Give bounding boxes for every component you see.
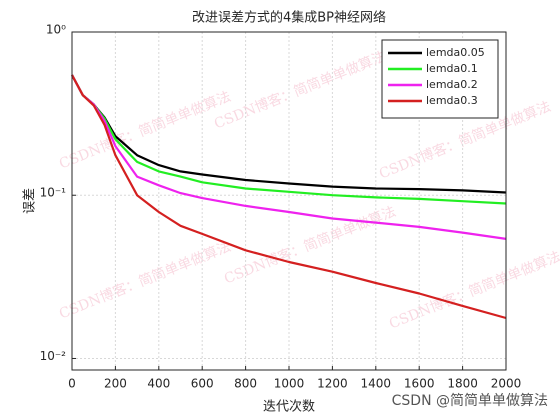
legend-label: lemda0.05 bbox=[426, 46, 485, 59]
x-tick-label: 2000 bbox=[491, 377, 522, 391]
x-tick-label: 1400 bbox=[361, 377, 392, 391]
x-tick-label: 600 bbox=[191, 377, 214, 391]
x-tick-label: 0 bbox=[68, 377, 76, 391]
x-tick-label: 400 bbox=[147, 377, 170, 391]
y-tick-label: 10⁰ bbox=[46, 23, 66, 37]
legend-label: lemda0.1 bbox=[426, 62, 478, 75]
credit: CSDN @简简单单做算法 bbox=[392, 392, 548, 409]
y-axis-label: 误差 bbox=[23, 188, 38, 214]
line bbox=[71, 74, 507, 320]
legend-label: lemda0.2 bbox=[426, 78, 478, 91]
axes-box bbox=[71, 31, 507, 371]
y-tick-label: 10⁻¹ bbox=[40, 186, 67, 200]
line bbox=[71, 74, 507, 240]
x-tick-label: 800 bbox=[234, 377, 257, 391]
legend-label: lemda0.3 bbox=[426, 94, 478, 107]
x-axis-label: 迭代次数 bbox=[263, 399, 315, 415]
y-tick-label: 10⁻² bbox=[40, 349, 67, 363]
x-tick-label: 1800 bbox=[447, 377, 478, 391]
x-tick-label: 200 bbox=[104, 377, 127, 391]
x-tick-label: 1200 bbox=[317, 377, 348, 391]
chart-title: 改进误差方式的4集成BP神经网络 bbox=[192, 10, 386, 26]
x-tick-label: 1600 bbox=[404, 377, 435, 391]
x-tick-label: 1000 bbox=[274, 377, 305, 391]
